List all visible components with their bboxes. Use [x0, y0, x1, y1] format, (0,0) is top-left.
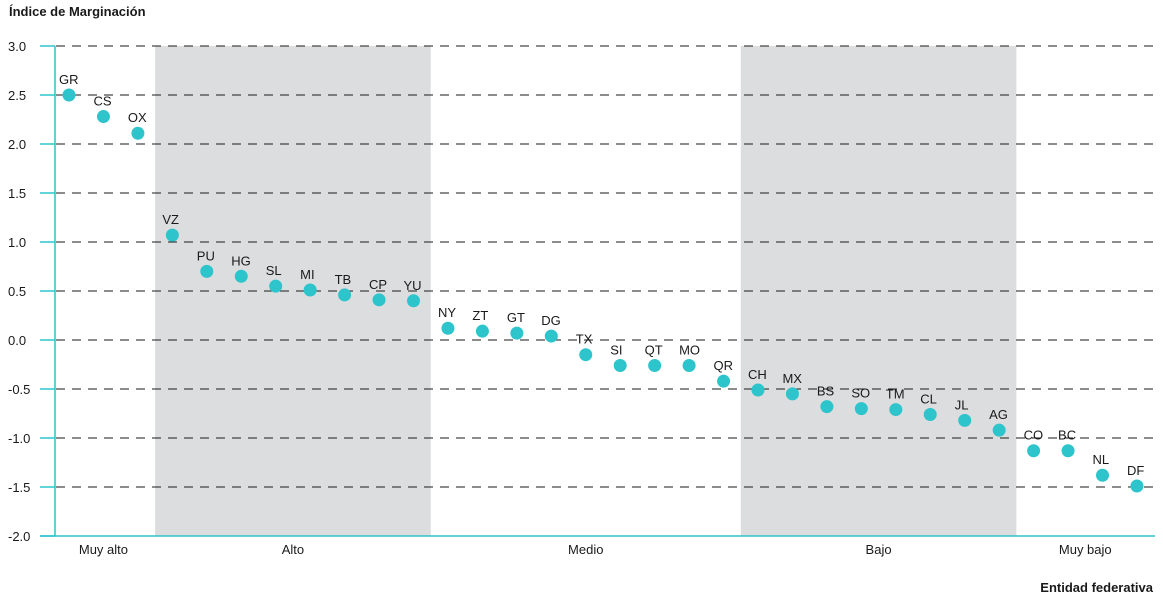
point-label-jl: JL: [955, 397, 969, 412]
data-point-mx: [785, 387, 799, 401]
data-point-bc: [1061, 444, 1075, 458]
data-point-vz: [165, 228, 179, 242]
data-points: [62, 88, 1144, 493]
point-label-mo: MO: [679, 342, 700, 357]
point-labels: GR CS OX VZ PU HG SL MI TB CP YU NY ZT GT DG TX SI QT MO QR…: [59, 72, 1144, 478]
data-point-cl: [923, 407, 937, 421]
data-point-co: [1027, 444, 1041, 458]
data-point-cp: [372, 293, 386, 307]
y-tick-label: 0.0: [8, 333, 26, 348]
point-label-ox: OX: [128, 110, 147, 125]
point-label-gt: GT: [507, 310, 525, 325]
point-label-vz: VZ: [162, 212, 179, 227]
data-point-tb: [338, 288, 352, 302]
data-point-so: [854, 402, 868, 416]
point-label-dg: DG: [541, 313, 561, 328]
data-point-qr: [717, 374, 731, 388]
data-point-ag: [992, 423, 1006, 437]
point-label-pu: PU: [197, 248, 215, 263]
data-point-dg: [544, 329, 558, 343]
y-tick-label: -1.0: [8, 431, 30, 446]
data-point-df: [1130, 479, 1144, 493]
data-point-bs: [820, 400, 834, 414]
point-label-df: DF: [1127, 463, 1144, 478]
y-tick-label: 1.5: [8, 186, 26, 201]
point-label-qt: QT: [645, 342, 663, 357]
data-point-ch: [751, 383, 765, 397]
point-label-co: CO: [1024, 428, 1044, 443]
group-label: Alto: [282, 542, 304, 557]
point-label-cl: CL: [920, 391, 937, 406]
point-label-ch: CH: [748, 367, 767, 382]
point-label-tx: TX: [576, 332, 593, 347]
group-label: Muy alto: [79, 542, 128, 557]
point-label-cp: CP: [369, 277, 387, 292]
data-point-yu: [407, 294, 420, 308]
data-point-jl: [958, 413, 972, 427]
y-tick-label: -0.5: [8, 382, 30, 397]
point-label-qr: QR: [714, 358, 734, 373]
point-label-tm: TM: [886, 387, 905, 402]
data-point-cs: [96, 110, 110, 124]
point-label-mi: MI: [300, 267, 314, 282]
y-tick-label: -2.0: [8, 529, 30, 544]
gridlines: [40, 45, 1155, 488]
point-label-zt: ZT: [472, 308, 488, 323]
point-label-cs: CS: [93, 94, 111, 109]
y-tick-label: -1.5: [8, 480, 30, 495]
point-label-sl: SL: [266, 263, 282, 278]
y-tick-labels: 3.0 2.5 2.0 1.5 1.0 0.5 0.0 -0.5 -1.0 -1.5 -2.0: [8, 39, 30, 544]
data-point-tx: [579, 348, 593, 362]
point-label-bc: BC: [1058, 428, 1076, 443]
data-point-gr: [62, 88, 76, 102]
x-axis-title: Entidad federativa: [1040, 580, 1153, 595]
y-axis-title: Índice de Marginación: [9, 4, 146, 19]
point-label-so: SO: [851, 386, 870, 401]
data-point-hg: [234, 269, 248, 283]
point-label-nl: NL: [1093, 452, 1110, 467]
data-point-mi: [303, 283, 317, 297]
data-point-ox: [131, 126, 145, 140]
data-point-ny: [441, 321, 455, 335]
data-point-tm: [889, 403, 903, 417]
group-labels: Muy alto Alto Medio Bajo Muy bajo: [79, 542, 1112, 557]
point-label-hg: HG: [231, 253, 251, 268]
band-alto: [155, 46, 431, 536]
data-point-sl: [269, 279, 283, 293]
data-point-pu: [200, 264, 214, 278]
y-tick-label: 0.5: [8, 284, 26, 299]
data-point-si: [613, 358, 627, 372]
group-label: Medio: [568, 542, 603, 557]
group-label: Muy bajo: [1059, 542, 1112, 557]
y-tick-label: 1.0: [8, 235, 26, 250]
y-tick-label: 2.0: [8, 137, 26, 152]
point-label-bs: BS: [817, 384, 835, 399]
point-label-si: SI: [610, 342, 622, 357]
point-label-ny: NY: [438, 305, 456, 320]
point-label-tb: TB: [335, 272, 352, 287]
data-point-gt: [510, 326, 524, 340]
y-tick-label: 2.5: [8, 88, 26, 103]
data-point-nl: [1096, 468, 1109, 482]
axes: [40, 45, 1155, 537]
data-point-zt: [475, 324, 489, 338]
group-label: Bajo: [866, 542, 892, 557]
point-label-yu: YU: [404, 278, 422, 293]
y-tick-label: 3.0: [8, 39, 26, 54]
data-point-mo: [682, 358, 696, 372]
point-label-mx: MX: [782, 371, 802, 386]
data-point-qt: [648, 358, 662, 372]
point-label-gr: GR: [59, 72, 79, 87]
point-label-ag: AG: [989, 407, 1008, 422]
